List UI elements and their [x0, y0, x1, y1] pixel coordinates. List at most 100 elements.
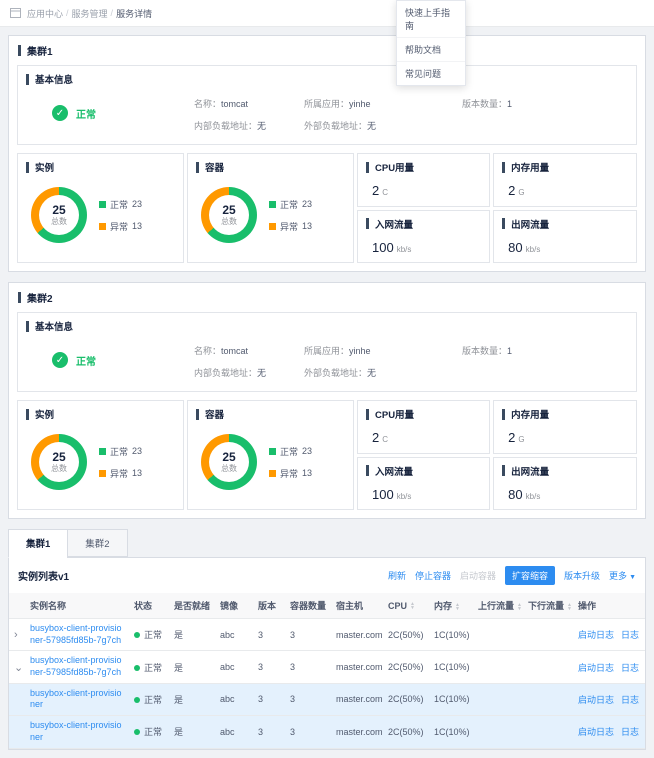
panel-title-text: 内存用量 — [511, 163, 550, 174]
metric-number: 2 — [372, 183, 380, 198]
menu-item-quick-start[interactable]: 快速上手指南 — [397, 1, 465, 38]
log-link[interactable]: 日志 — [621, 694, 640, 705]
scale-button[interactable]: 扩容缩容 — [505, 566, 556, 585]
instance-name-link[interactable]: busybox-client-provisioner-57985fd85b-7g… — [30, 655, 122, 678]
legend-label: 异常 — [110, 221, 129, 232]
metric-unit: G — [518, 435, 525, 444]
stop-container-button[interactable]: 停止容器 — [414, 571, 451, 581]
image-cell: abc — [215, 618, 253, 652]
log-link[interactable]: 日志 — [621, 630, 640, 641]
ready-cell: 是 — [169, 618, 215, 652]
legend-label: 异常 — [110, 468, 129, 479]
start-log-link[interactable]: 启动日志 — [578, 630, 615, 641]
field-name: 名称：tomcat — [194, 344, 304, 357]
service-status: ✓ 正常 — [26, 341, 194, 379]
metric-number: 100 — [372, 486, 394, 502]
accent-bar — [196, 408, 199, 420]
container-count-cell: 3 — [285, 650, 331, 684]
ready-cell: 是 — [169, 715, 215, 749]
legend-normal: 正常 23 — [99, 445, 142, 458]
container-count-cell: 3 — [285, 618, 331, 652]
legend-normal: 正常 23 — [269, 198, 312, 211]
image-cell: abc — [215, 683, 253, 717]
more-button[interactable]: 更多 ▼ — [609, 569, 636, 582]
breadcrumb: 应用中心 / 服务管理 / 服务详情 — [27, 7, 152, 20]
panel-title-text: 容器 — [205, 410, 225, 421]
refresh-button[interactable]: 刷新 — [387, 571, 406, 581]
tab-cluster1[interactable]: 集群1 — [8, 529, 68, 558]
cpu-cell: 2C(50%) — [383, 650, 429, 684]
table-row: busybox-client-provisioner 正常 是 abc 3 3 … — [9, 715, 645, 749]
list-title: 实例列表v1 — [18, 572, 70, 583]
field-app: 所属应用：yinhe — [304, 344, 462, 357]
instance-name-link[interactable]: busybox-client-provisioner-57985fd85b-7g… — [30, 623, 122, 645]
breadcrumb-item-app-center[interactable]: 应用中心 — [27, 8, 64, 19]
collapse-row-icon[interactable]: ⌄ — [14, 661, 24, 674]
sort-icon[interactable]: ▲ ▼ — [410, 601, 415, 612]
memory-cell: 1C(10%) — [429, 650, 473, 684]
legend-orange-swatch — [269, 222, 276, 230]
downstream-cell — [523, 618, 573, 652]
sort-icon[interactable]: ▲ ▼ — [455, 601, 460, 612]
sort-icon[interactable]: ▲ ▼ — [567, 601, 572, 612]
log-link[interactable]: 日志 — [621, 662, 640, 673]
breadcrumb-item-service-mgmt[interactable]: 服务管理 — [71, 8, 108, 19]
metric-unit: C — [382, 188, 389, 197]
field-external-lb: 外部负载地址：无 — [304, 366, 462, 379]
sort-icon[interactable]: ▲ ▼ — [517, 601, 522, 612]
basic-info-panel: 基本信息 ✓ 正常 名称：tomcat 所属应用：yinhe 版本数量：1 内部… — [17, 65, 637, 145]
upstream-cell — [473, 618, 523, 652]
accent-bar — [26, 320, 29, 332]
cpu-cell: 2C(50%) — [383, 618, 429, 652]
panel-title-text: 实例 — [35, 410, 55, 421]
legend-green-swatch — [269, 447, 276, 455]
legend-label: 正常 — [280, 446, 299, 457]
tab-cluster2[interactable]: 集群2 — [67, 529, 128, 557]
field-label: 名称： — [194, 346, 222, 356]
expand-row-icon[interactable]: › — [14, 628, 18, 641]
cluster-title-text: 集群1 — [27, 47, 53, 58]
basic-info-title-text: 基本信息 — [35, 75, 74, 86]
metric-unit: kb/s — [525, 491, 541, 501]
col-image: 镜像 — [215, 593, 253, 619]
col-instance-name: 实例名称 — [25, 593, 129, 619]
version-upgrade-button[interactable]: 版本升级 — [564, 571, 601, 581]
field-value: yinhe — [349, 346, 371, 356]
field-version-count: 版本数量：1 — [462, 97, 628, 110]
start-log-link[interactable]: 启动日志 — [578, 662, 615, 673]
container-count-cell: 3 — [285, 683, 331, 717]
start-log-link[interactable]: 启动日志 — [578, 694, 615, 705]
donut-total-label: 总数 — [51, 463, 67, 473]
menu-item-help-docs[interactable]: 帮助文档 — [397, 38, 465, 62]
field-version-count: 版本数量：1 — [462, 344, 628, 357]
instances-panel: 实例 25 总数 正常 23 异常 13 — [17, 400, 184, 510]
instance-name-link[interactable]: busybox-client-provisioner — [30, 687, 122, 710]
downstream-cell — [523, 715, 573, 749]
menu-item-faq[interactable]: 常见问题 — [405, 69, 442, 79]
instance-list-section: 集群1 集群2 实例列表v1 刷新 停止容器 启动容器 扩容缩容 版本升级 更多… — [8, 529, 646, 750]
legend-label: 正常 — [280, 199, 299, 210]
instances-donut-chart: 25 总数 — [31, 434, 87, 490]
version-cell: 3 — [253, 683, 285, 717]
status-text: 正常 — [144, 727, 163, 738]
log-link[interactable]: 日志 — [621, 727, 640, 738]
field-name: 名称：tomcat — [194, 97, 304, 110]
accent-bar — [26, 161, 29, 173]
host-cell: master.com — [331, 618, 383, 652]
start-log-link[interactable]: 启动日志 — [578, 727, 615, 738]
legend-orange-swatch — [99, 222, 106, 230]
accent-bar — [502, 465, 506, 476]
basic-info-title: 基本信息 — [18, 66, 636, 92]
outbound-traffic-panel: 出网流量 80 kb/s — [493, 456, 637, 510]
col-downstream: 下行流量 ▲ ▼ — [523, 593, 573, 619]
cluster1-card: 集群1 基本信息 ✓ 正常 名称：tomcat 所属应用：yinhe 版本数量：… — [8, 35, 646, 272]
metric-number: 80 — [508, 486, 523, 502]
instance-name-link[interactable]: busybox-client-provisioner — [30, 720, 122, 742]
table-row: › busybox-client-provisioner-57985fd85b-… — [9, 618, 645, 652]
field-value: tomcat — [221, 99, 249, 109]
field-label: 内部负载地址： — [194, 121, 258, 131]
containers-panel: 容器 25 总数 正常 23 异常 13 — [187, 400, 354, 510]
donut-total: 25 — [222, 449, 236, 464]
